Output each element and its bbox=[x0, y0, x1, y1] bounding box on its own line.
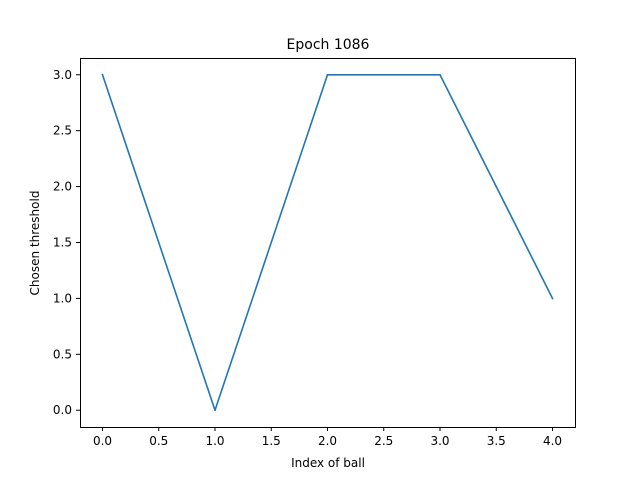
chart-title: Epoch 1086 bbox=[287, 37, 370, 53]
x-tick-label: 0.0 bbox=[93, 434, 112, 448]
y-tick-label: 0.0 bbox=[53, 403, 72, 417]
x-tick-label: 2.0 bbox=[318, 434, 337, 448]
y-tick-label: 2.5 bbox=[53, 124, 72, 138]
y-tick-label: 1.0 bbox=[53, 291, 72, 305]
y-tick-label: 2.0 bbox=[53, 180, 72, 194]
x-tick-label: 3.5 bbox=[487, 434, 506, 448]
data-point-2 bbox=[326, 73, 329, 76]
y-axis-ticks: 0.0 0.5 1.0 1.5 2.0 2.5 3.0 bbox=[53, 68, 80, 417]
y-axis-label: Chosen threshold bbox=[28, 191, 42, 296]
data-point-1 bbox=[214, 409, 216, 412]
plot-frame bbox=[80, 58, 576, 428]
x-tick-label: 1.5 bbox=[262, 434, 281, 448]
data-point-3 bbox=[439, 73, 441, 76]
x-tick-label: 3.0 bbox=[430, 434, 449, 448]
x-tick-label: 4.0 bbox=[543, 434, 562, 448]
series-layer bbox=[101, 73, 554, 412]
x-tick-label: 2.5 bbox=[374, 434, 393, 448]
y-tick-label: 3.0 bbox=[53, 68, 72, 82]
x-tick-label: 0.5 bbox=[149, 434, 168, 448]
x-tick-label: 1.0 bbox=[205, 434, 224, 448]
x-axis-label: Index of ball bbox=[291, 456, 365, 470]
y-tick-label: 1.5 bbox=[53, 236, 72, 250]
y-tick-label: 0.5 bbox=[53, 347, 72, 361]
data-point-4 bbox=[551, 297, 554, 300]
data-point-0 bbox=[101, 73, 104, 76]
